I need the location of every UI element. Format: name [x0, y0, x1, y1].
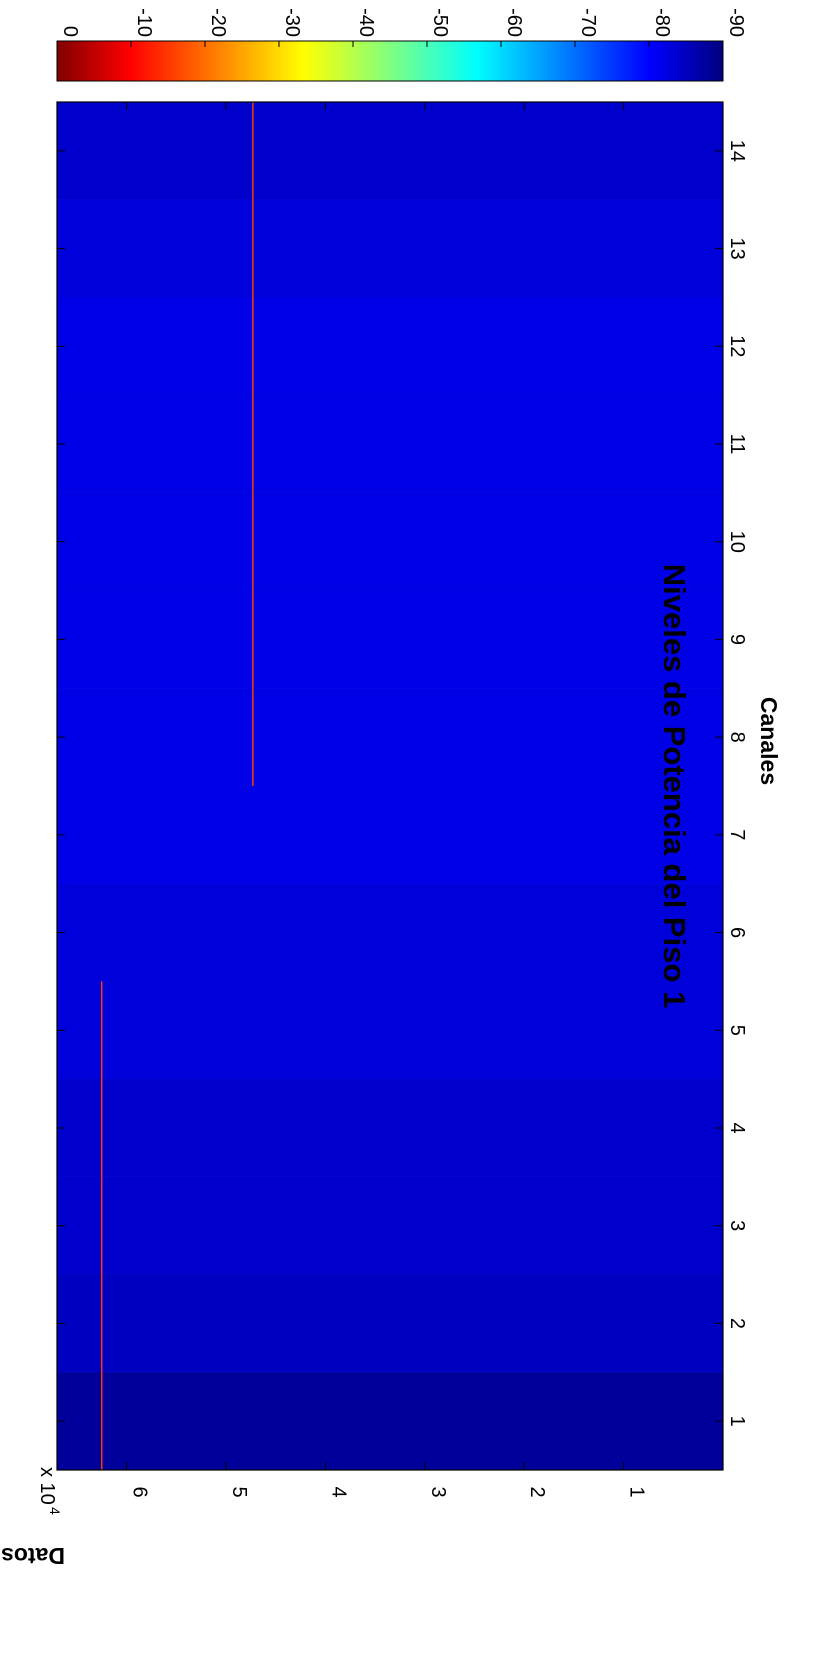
- x-tick-label: 12: [726, 335, 748, 357]
- colorbar-tick-label: -50: [429, 8, 451, 37]
- y-axis-label: Datos: [1, 1543, 65, 1569]
- y-axis-ticks: 1 2 3 4 5 6: [126, 102, 648, 1498]
- y-tick-label: 2: [526, 1486, 548, 1497]
- colorbar-tick-label: -70: [577, 8, 599, 37]
- colorbar-tick-label: -10: [133, 8, 155, 37]
- channel-band: [57, 786, 723, 884]
- y-exponent-base: x 10: [36, 1467, 58, 1505]
- colorbar-tick-label: -90: [725, 8, 747, 37]
- x-tick-label: 9: [726, 634, 748, 645]
- chart-title: Niveles de Potencia del Piso 1: [657, 564, 692, 1009]
- y-tick-label: 6: [129, 1486, 151, 1497]
- x-tick-label: 5: [726, 1025, 748, 1036]
- x-tick-label: 3: [726, 1220, 748, 1231]
- x-axis-label: Canales: [756, 697, 782, 785]
- y-tick-label: 5: [228, 1486, 250, 1497]
- channel-band: [57, 297, 723, 396]
- colorbar-tick-label: -30: [281, 8, 303, 37]
- heat-cells: [57, 102, 723, 1470]
- x-tick-label: 7: [726, 829, 748, 840]
- y-exponent-power: 4: [47, 1507, 63, 1515]
- colorbar: 0 -10 -20 -30 -40 -50 -60 -70 -80 -90: [56, 8, 747, 82]
- x-tick-label: 1: [726, 1416, 748, 1427]
- channel-band: [57, 590, 723, 689]
- y-axis-exponent: x 10 4: [36, 1467, 63, 1515]
- x-tick-label: 6: [726, 927, 748, 938]
- x-tick-label: 14: [726, 140, 748, 162]
- y-tick-label: 1: [626, 1486, 648, 1497]
- colorbar-tick-label: -20: [207, 8, 229, 37]
- channel-band: [57, 688, 723, 786]
- x-tick-label: 8: [726, 732, 748, 743]
- x-tick-label: 13: [726, 237, 748, 259]
- channel-band: [57, 1176, 723, 1275]
- channel-band: [57, 395, 723, 493]
- x-tick-label: 2: [726, 1318, 748, 1329]
- channel-band: [57, 1274, 723, 1373]
- channel-band: [57, 883, 723, 982]
- y-tick-label: 3: [427, 1486, 449, 1497]
- channel-band: [57, 981, 723, 1080]
- y-tick-label: 4: [327, 1486, 349, 1497]
- colorbar-tick-label: -60: [503, 8, 525, 37]
- channel-band: [57, 199, 723, 298]
- channel-band: [57, 492, 723, 591]
- channel-band: [57, 1372, 723, 1470]
- x-tick-label: 11: [726, 434, 748, 455]
- colorbar-tick-label: -80: [651, 8, 673, 37]
- plot-frame: [56, 101, 724, 1471]
- colorbar-ticks: 0 -10 -20 -30 -40 -50 -60 -70 -80 -90: [56, 8, 747, 47]
- colorbar-gradient: [56, 40, 724, 82]
- channel-band: [57, 102, 723, 200]
- x-tick-label: 10: [726, 531, 748, 553]
- channel-band: [57, 1079, 723, 1177]
- colorbar-tick-label: -40: [355, 8, 377, 37]
- colorbar-tick-label: 0: [59, 26, 81, 37]
- x-tick-label: 4: [726, 1122, 748, 1133]
